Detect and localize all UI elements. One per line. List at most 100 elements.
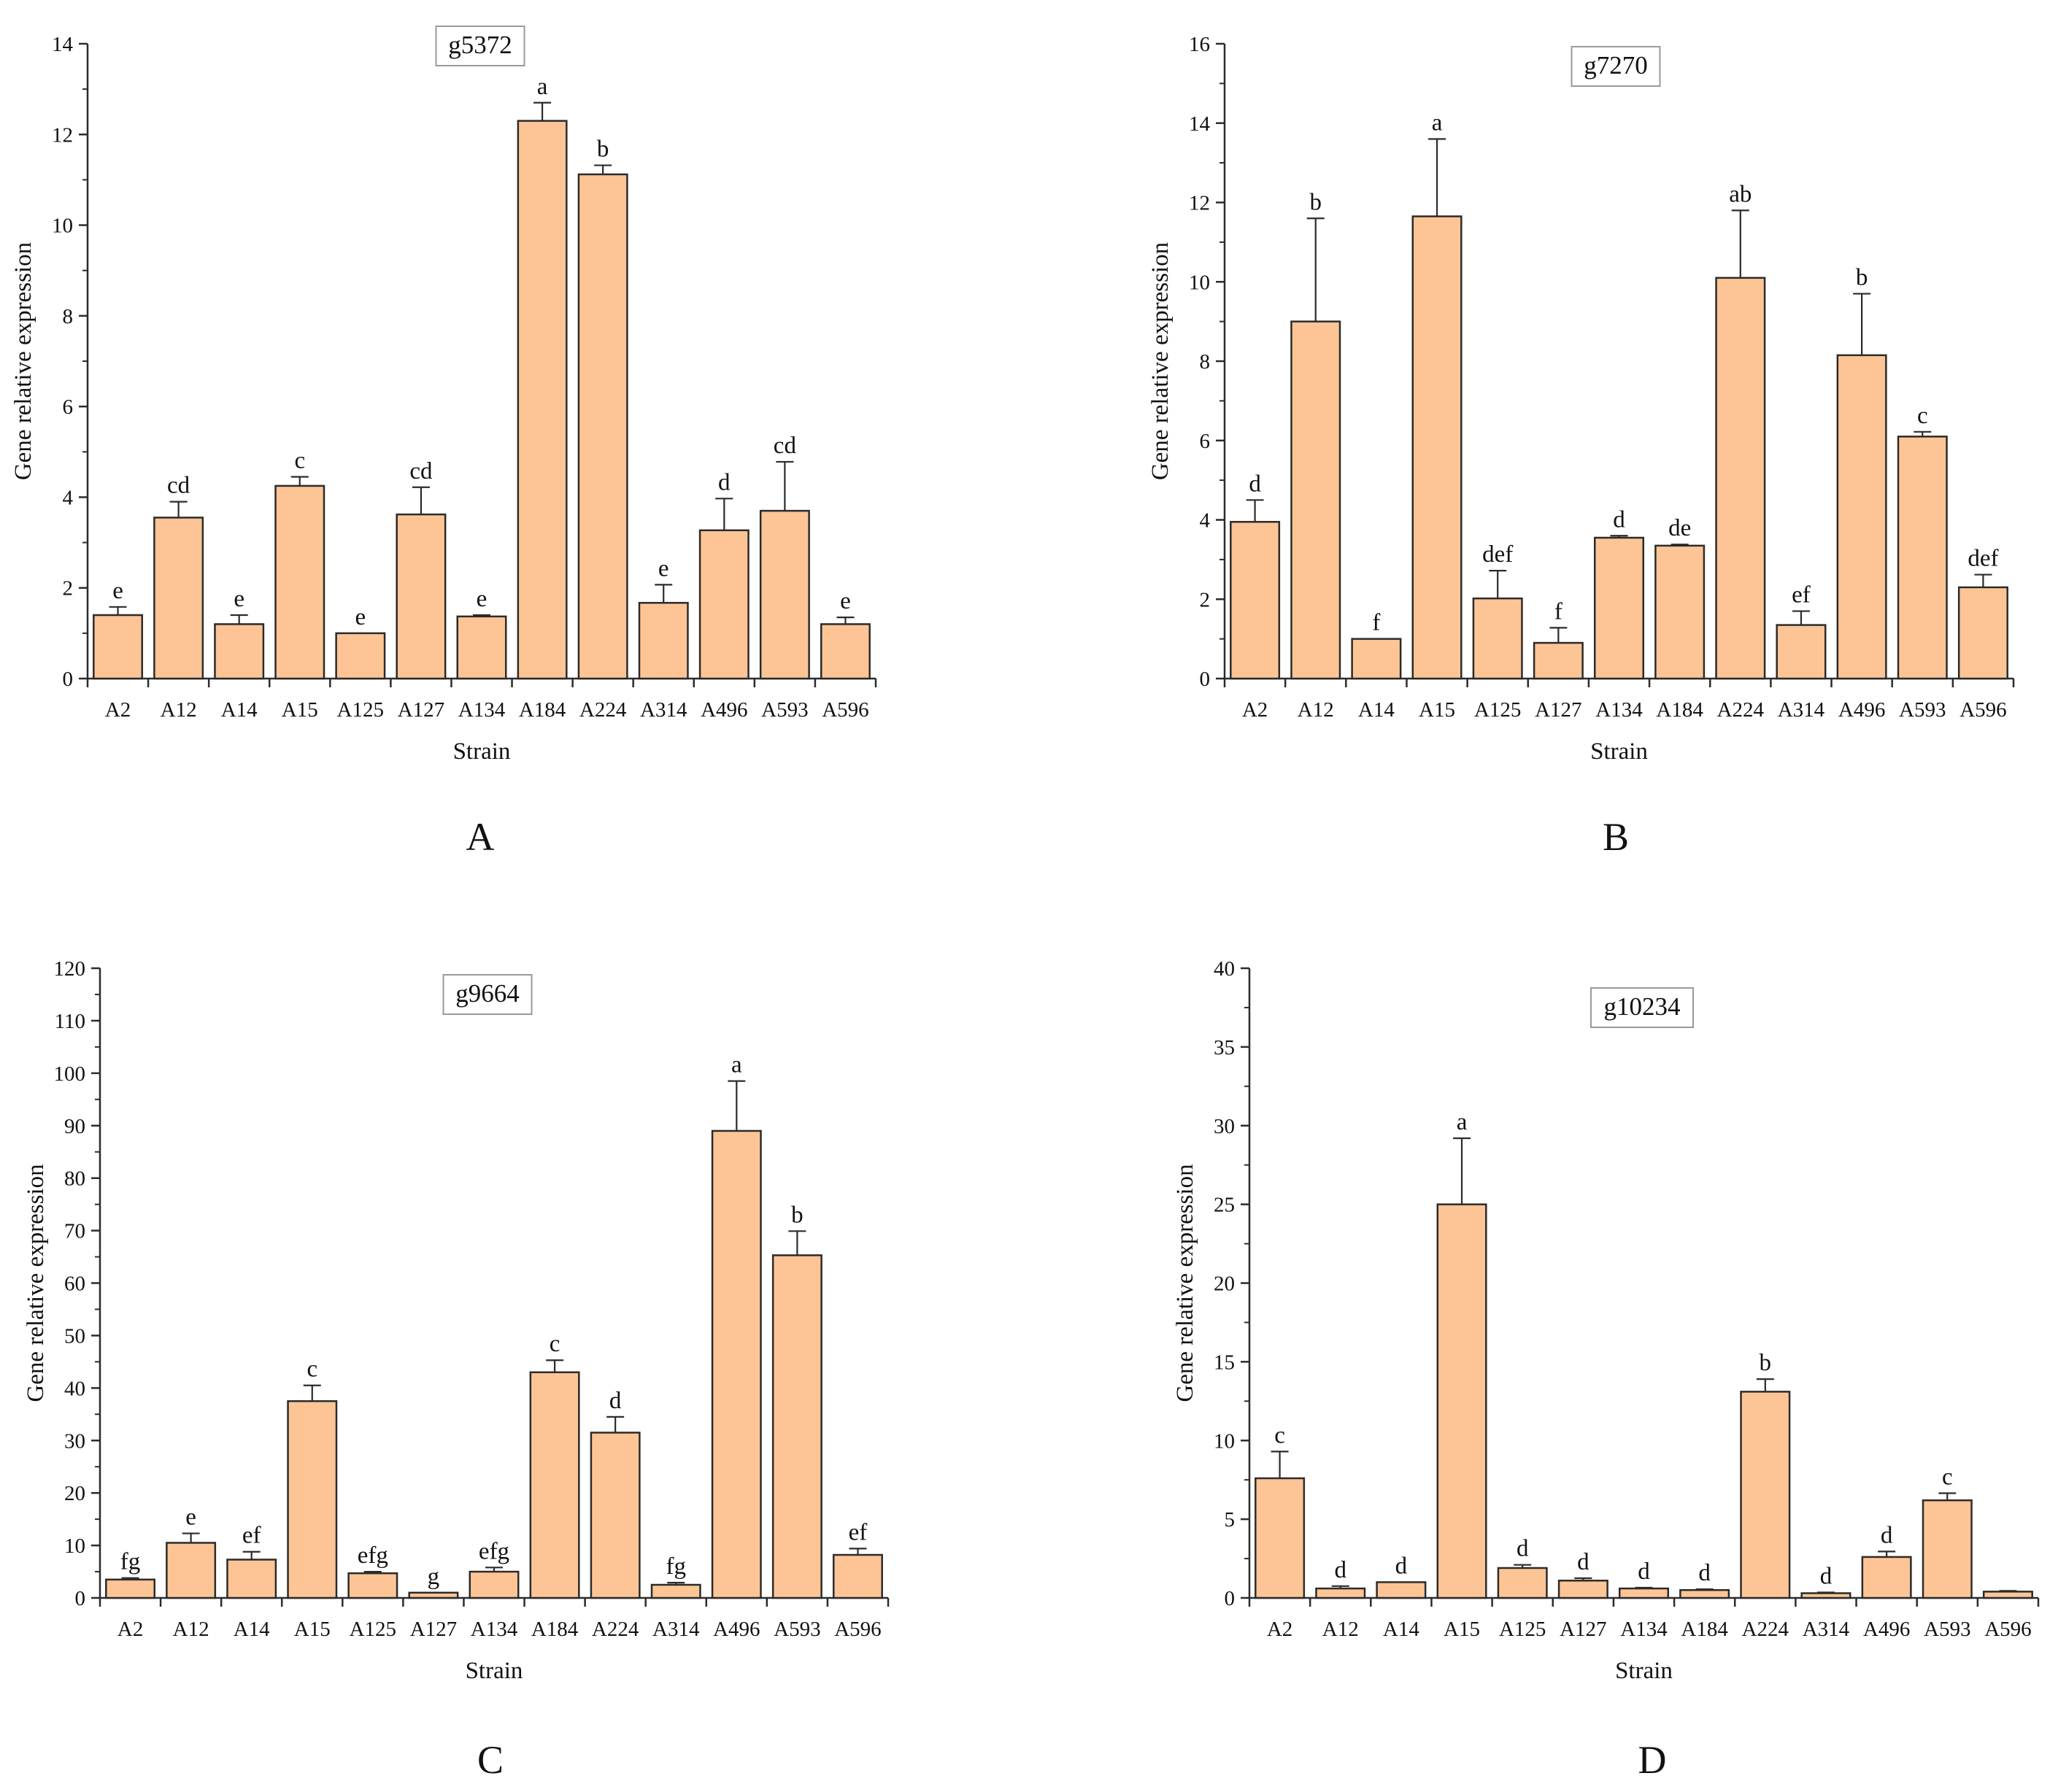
significance-letter: efg (358, 1542, 388, 1569)
x-tick-label: A596 (822, 698, 868, 722)
y-tick-label: 110 (55, 1010, 85, 1033)
y-tick-label: 30 (1214, 1115, 1235, 1138)
y-axis-title: Gene relative expression (1172, 1164, 1198, 1402)
y-tick-label: 0 (75, 1587, 86, 1610)
x-tick-label: A593 (774, 1618, 820, 1641)
bar-a314 (650, 1583, 701, 1599)
bar-a224 (590, 1432, 641, 1599)
chart-title: g9664 (455, 979, 520, 1008)
y-tick-label: 0 (1225, 1587, 1236, 1610)
y-tick-label: 50 (64, 1324, 85, 1348)
panel-letter: D (1638, 1738, 1667, 1782)
x-tick-label: A125 (350, 1618, 396, 1641)
significance-letter: e (658, 555, 669, 582)
x-tick-label: A2 (105, 698, 131, 722)
y-axis-title: Gene relative expression (1147, 242, 1174, 480)
x-tick-label: A14 (1383, 1618, 1419, 1641)
x-tick-label: A314 (640, 698, 687, 722)
significance-letter: e (234, 586, 244, 612)
significance-letter: a (537, 74, 548, 100)
x-tick-label: A224 (579, 698, 627, 722)
significance-letter: f (1372, 610, 1380, 636)
y-tick-label: 0 (63, 668, 74, 691)
bar-a12 (166, 1542, 217, 1599)
x-tick-label: A593 (1899, 698, 1946, 722)
y-tick-label: 15 (1214, 1351, 1235, 1374)
x-tick-label: A184 (531, 1618, 579, 1641)
bar-a12 (1290, 320, 1341, 680)
panel-c: 0 10 20 30 40 50 60 70 80 90 100 110 120 fg A2 e A12 ef A1… (23, 957, 890, 1782)
bar-a14 (226, 1559, 277, 1599)
bar-a14 (214, 623, 265, 680)
x-tick-label: A134 (1620, 1618, 1668, 1641)
y-tick-label: 10 (64, 1534, 85, 1558)
bar-a314 (1776, 624, 1827, 680)
x-tick-label: A496 (701, 698, 747, 722)
bar-a134 (1593, 536, 1645, 680)
significance-letter: d (718, 469, 731, 495)
significance-letter: f (1554, 598, 1562, 625)
bar-a184 (517, 120, 568, 680)
chart-title-box (1571, 46, 1661, 87)
significance-letter: efg (479, 1538, 509, 1564)
bar-a596 (832, 1553, 883, 1599)
bar-a15 (1436, 1203, 1487, 1599)
significance-letter: ab (1729, 181, 1752, 207)
x-tick-label: A127 (410, 1618, 457, 1641)
bar-a184 (1679, 1588, 1730, 1599)
significance-letter: d (1334, 1557, 1346, 1583)
x-tick-label: A184 (519, 698, 566, 722)
bar-a125 (347, 1572, 398, 1599)
x-tick-label: A134 (471, 1618, 518, 1641)
y-tick-label: 40 (1214, 957, 1235, 981)
y-tick-label: 10 (1214, 1429, 1235, 1453)
y-tick-label: 6 (63, 395, 74, 419)
y-tick-label: 25 (1214, 1194, 1235, 1217)
significance-letter: a (731, 1052, 742, 1078)
significance-letter: fg (666, 1553, 686, 1580)
bar-a134 (469, 1570, 520, 1599)
significance-letter: de (1668, 515, 1691, 541)
chart-title: g5372 (448, 31, 512, 59)
y-tick-label: 60 (64, 1272, 85, 1296)
bar-a2 (1230, 520, 1281, 680)
bar-a125 (1497, 1567, 1548, 1599)
significance-letter: b (1760, 1350, 1772, 1376)
y-tick-label: 90 (64, 1115, 85, 1138)
chart-title-box (442, 974, 533, 1015)
y-axis-title: Gene relative expression (23, 1164, 49, 1402)
x-tick-label: A15 (1419, 698, 1455, 722)
bar-a14 (1376, 1581, 1427, 1599)
bar-a496 (1861, 1556, 1912, 1599)
bar-a127 (1533, 641, 1584, 680)
panel-letter: C (477, 1738, 504, 1782)
x-tick-label: A596 (1984, 1618, 2031, 1641)
y-tick-label: 20 (64, 1482, 85, 1505)
significance-letter: c (1917, 403, 1928, 429)
x-tick-label: A224 (1742, 1618, 1789, 1641)
x-tick-label: A12 (173, 1618, 209, 1641)
x-tick-label: A496 (713, 1618, 760, 1641)
y-tick-label: 12 (52, 123, 73, 147)
y-tick-label: 30 (64, 1429, 85, 1453)
bar-a593 (771, 1254, 822, 1599)
x-tick-label: A127 (1560, 1618, 1606, 1641)
bar-a596 (1982, 1591, 2033, 1599)
x-tick-label: A2 (1267, 1618, 1292, 1641)
significance-letter: g (428, 1564, 440, 1590)
significance-letter: a (1457, 1109, 1468, 1135)
x-tick-label: A134 (458, 698, 506, 722)
significance-letter: cd (167, 473, 190, 499)
y-tick-label: 35 (1214, 1036, 1235, 1059)
bar-a184 (1654, 544, 1706, 680)
bar-a125 (1472, 597, 1523, 680)
x-tick-label: A184 (1681, 1618, 1728, 1641)
x-tick-label: A224 (592, 1618, 639, 1641)
x-tick-label: A496 (1863, 1618, 1910, 1641)
x-tick-label: A184 (1656, 698, 1703, 722)
significance-letter: e (477, 586, 488, 612)
chart-title-box (435, 26, 525, 66)
x-tick-label: A314 (1803, 1618, 1850, 1641)
significance-letter: b (1309, 189, 1322, 215)
